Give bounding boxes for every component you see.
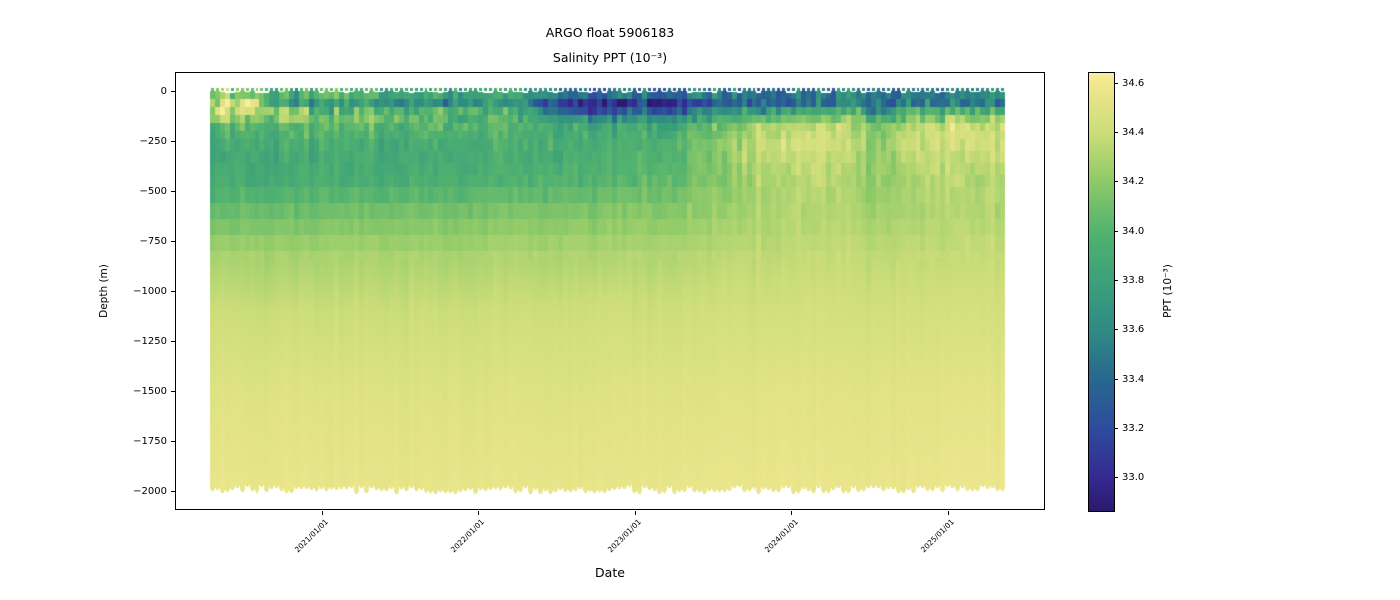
x-tick: [321, 511, 323, 515]
colorbar-tick-label: 33.8: [1122, 275, 1145, 286]
salinity-heatmap-canvas: [175, 72, 1045, 510]
colorbar-tick-label: 34.0: [1122, 225, 1145, 237]
colorbar-tick-label: 33.4: [1122, 373, 1145, 385]
y-tick: [171, 140, 175, 142]
colorbar-tick: [1114, 181, 1118, 183]
colorbar-tick: [1114, 280, 1118, 281]
x-tick-label: 2022/01/01: [449, 517, 487, 555]
colorbar-tick-label: 33.6: [1122, 324, 1145, 336]
y-tick-label: −1500: [133, 385, 167, 397]
x-tick: [947, 511, 949, 515]
x-tick: [478, 511, 480, 515]
y-tick: [171, 340, 175, 342]
chart-title: ARGO float 5906183 Salinity PPT (10⁻³): [546, 20, 674, 70]
y-tick-label: −1000: [133, 285, 167, 297]
x-tick: [634, 511, 636, 515]
y-tick: [171, 190, 175, 192]
colorbar-tick: [1114, 428, 1118, 430]
y-tick-label: 0: [160, 85, 167, 97]
colorbar-tick: [1114, 131, 1118, 133]
colorbar-tick-label: 33.2: [1122, 423, 1145, 435]
x-tick-label: 2025/01/01: [919, 517, 957, 555]
y-tick: [171, 290, 175, 292]
colorbar-tick-label: 33.0: [1122, 472, 1145, 484]
y-tick-label: −1250: [133, 335, 167, 347]
chart-title-line1: ARGO float 5906183: [545, 25, 675, 40]
chart-title-line2: Salinity PPT (10⁻³): [552, 50, 668, 65]
colorbar-tick-label: 34.4: [1122, 126, 1145, 138]
y-tick: [171, 390, 175, 392]
colorbar-tick: [1114, 378, 1118, 380]
colorbar-tick-label: 34.2: [1122, 176, 1145, 188]
x-tick: [791, 511, 793, 515]
y-tick: [171, 440, 175, 442]
y-tick: [171, 240, 175, 242]
y-tick: [171, 490, 175, 492]
y-tick-label: −1750: [133, 435, 167, 447]
colorbar-tick: [1114, 477, 1118, 479]
colorbar-tick: [1114, 329, 1118, 331]
x-axis-label: Date: [595, 565, 625, 580]
y-tick-label: −2000: [133, 485, 167, 497]
colorbar: [1088, 72, 1115, 512]
x-tick-label: 2023/01/01: [605, 517, 643, 555]
x-tick-label: 2024/01/01: [762, 517, 800, 555]
colorbar-tick: [1114, 230, 1118, 232]
y-tick-label: −500: [139, 185, 167, 197]
y-tick-label: −750: [139, 235, 167, 247]
y-tick: [171, 90, 175, 92]
colorbar-tick: [1114, 82, 1118, 84]
y-tick-label: −250: [139, 135, 167, 147]
colorbar-tick-label: 34.6: [1122, 77, 1145, 89]
x-tick-label: 2021/01/01: [292, 517, 330, 555]
colorbar-label: PPT (10⁻³): [1162, 264, 1174, 318]
